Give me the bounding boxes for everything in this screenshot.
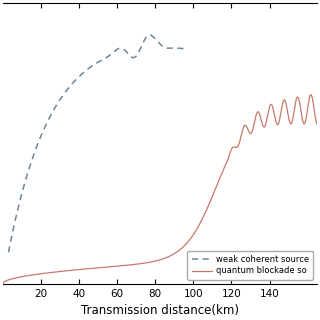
Legend: weak coherent source, quantum blockade so: weak coherent source, quantum blockade s… xyxy=(188,251,313,280)
X-axis label: Transmission distance(km): Transmission distance(km) xyxy=(81,304,239,317)
